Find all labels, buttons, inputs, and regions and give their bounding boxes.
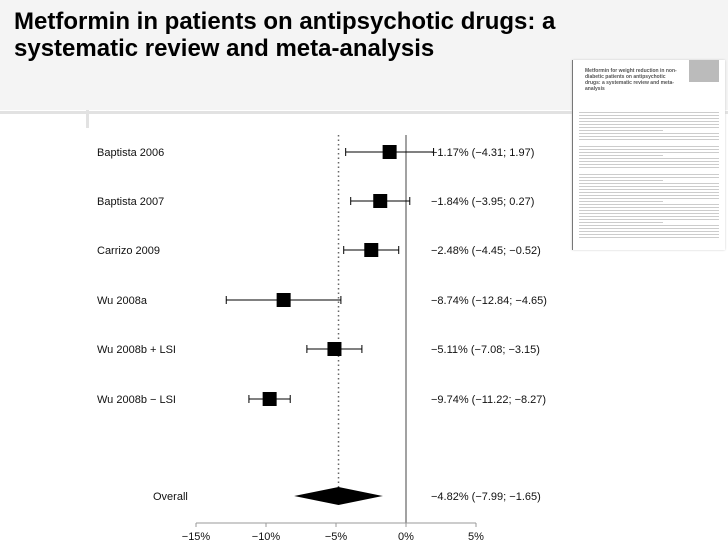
study-label: Wu 2008b + LSI [97, 344, 176, 356]
paper-text-line [579, 127, 719, 128]
point-estimate [262, 392, 277, 406]
paper-text-line [579, 146, 719, 147]
x-tick-label: −5% [325, 531, 348, 543]
point-estimate [327, 342, 342, 356]
paper-text-line [579, 180, 663, 181]
paper-text-line [579, 186, 719, 187]
study-label: Baptista 2007 [97, 196, 164, 208]
paper-text-line [579, 198, 719, 199]
paper-text-line [579, 136, 719, 137]
paper-text-line [579, 201, 663, 202]
paper-text-line [579, 183, 719, 184]
paper-text-line [579, 237, 719, 238]
point-estimate [364, 243, 379, 257]
effect-label: −2.48% (−4.45; −0.52) [431, 245, 541, 257]
paper-text-line [579, 158, 719, 159]
paper-text-line [579, 121, 719, 122]
paper-text-line [579, 115, 719, 116]
slide-title: Metformin in patients on antipsychotic d… [14, 8, 556, 62]
study-label: Baptista 2006 [97, 147, 164, 159]
study-label: Carrizo 2009 [97, 245, 160, 257]
point-estimate [382, 145, 397, 159]
paper-text-line [579, 152, 719, 153]
paper-text-line [579, 177, 719, 178]
x-tick-label: 0% [398, 531, 414, 543]
divider-notch [86, 110, 89, 128]
paper-text-line [579, 139, 719, 140]
paper-text-line [579, 133, 719, 134]
effect-label: −1.17% (−4.31; 1.97) [431, 147, 534, 159]
paper-text-line [579, 228, 719, 229]
paper-text-line [579, 204, 719, 205]
x-tick-label: 5% [468, 531, 484, 543]
paper-text-line [579, 225, 719, 226]
x-tick-label: −15% [182, 531, 211, 543]
point-estimate [276, 293, 291, 307]
paper-thumbnail-title: Metformin for weight reduction in non-di… [585, 68, 677, 92]
paper-text-line [579, 174, 719, 175]
paper-text-line [579, 124, 719, 125]
paper-text-line [579, 161, 719, 162]
effect-label: −5.11% (−7.08; −3.15) [431, 344, 540, 356]
effect-label: −9.74% (−11.22; −8.27) [431, 394, 546, 406]
effect-label: −8.74% (−12.84; −4.65) [431, 295, 547, 307]
paper-text-line [579, 195, 719, 196]
paper-text-lines [579, 112, 719, 240]
paper-text-line [579, 118, 719, 119]
study-label: Wu 2008a [97, 295, 148, 307]
paper-text-line [579, 219, 719, 220]
paper-text-line [579, 234, 719, 235]
paper-text-line [579, 210, 719, 211]
study-label: Wu 2008b − LSI [97, 394, 176, 406]
paper-text-line [579, 189, 719, 190]
paper-text-line [579, 207, 719, 208]
journal-logo [689, 60, 719, 82]
overall-effect-label: −4.82% (−7.99; −1.65) [431, 491, 541, 503]
effect-label: −1.84% (−3.95; 0.27) [431, 196, 534, 208]
divider [0, 111, 728, 114]
paper-thumbnail: Metformin for weight reduction in non-di… [572, 60, 725, 250]
x-tick-label: −10% [252, 531, 281, 543]
point-estimate [373, 194, 388, 208]
paper-text-line [579, 167, 719, 168]
paper-text-line [579, 213, 719, 214]
paper-text-line [579, 192, 719, 193]
paper-text-line [579, 216, 719, 217]
paper-text-line [579, 130, 663, 131]
paper-text-line [579, 155, 663, 156]
paper-text-line [579, 112, 719, 113]
paper-text-line [579, 222, 663, 223]
overall-label: Overall [153, 491, 188, 503]
overall-diamond [294, 487, 383, 505]
paper-text-line [579, 231, 719, 232]
paper-text-line [579, 164, 719, 165]
paper-text-line [579, 149, 719, 150]
